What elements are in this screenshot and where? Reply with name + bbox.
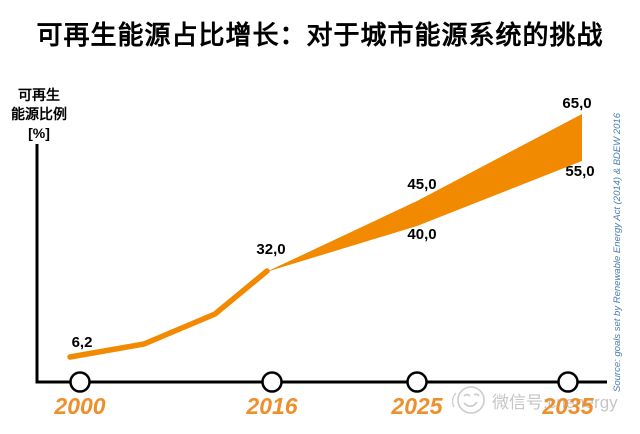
x-tick-2016: 2016 (246, 393, 298, 419)
y-axis-label-line3: [%] (28, 125, 50, 141)
data-label-2025-lower: 40,0 (407, 226, 437, 243)
goal-range-fan-area (266, 114, 582, 272)
data-label-2035-upper: 65,0 (562, 95, 592, 112)
y-axis-label: 可再生 能源比例 [%] (0, 86, 78, 143)
axis-marker-2025 (406, 371, 428, 393)
data-label-2016: 32,0 (256, 241, 286, 258)
watermark-text: 微信号:cnenergy (492, 392, 618, 412)
x-tick-2025: 2025 (391, 393, 443, 419)
y-axis-label-line2: 能源比例 (11, 106, 67, 122)
source-credit: Source: goals set by Renewable Energy Ac… (612, 113, 623, 392)
axis-marker-2035 (557, 371, 579, 393)
wechat-emoji-icon (451, 386, 485, 414)
x-tick-2000: 2000 (54, 393, 106, 419)
historical-trend-line (67, 268, 270, 360)
axis-marker-2000 (69, 371, 91, 393)
data-label-2035-lower: 55,0 (565, 163, 595, 180)
x-tick-2035: 2035 (542, 393, 594, 419)
chart-title: 可再生能源占比增长：对于城市能源系统的挑战 (36, 20, 604, 50)
axis-marker-2016 (261, 371, 283, 393)
y-axis-label-line1: 可再生 (18, 87, 60, 103)
watermark: 微信号:cnenergy (450, 380, 640, 420)
data-label-2025-upper: 45,0 (407, 176, 437, 193)
data-label-2000: 6,2 (71, 334, 93, 351)
